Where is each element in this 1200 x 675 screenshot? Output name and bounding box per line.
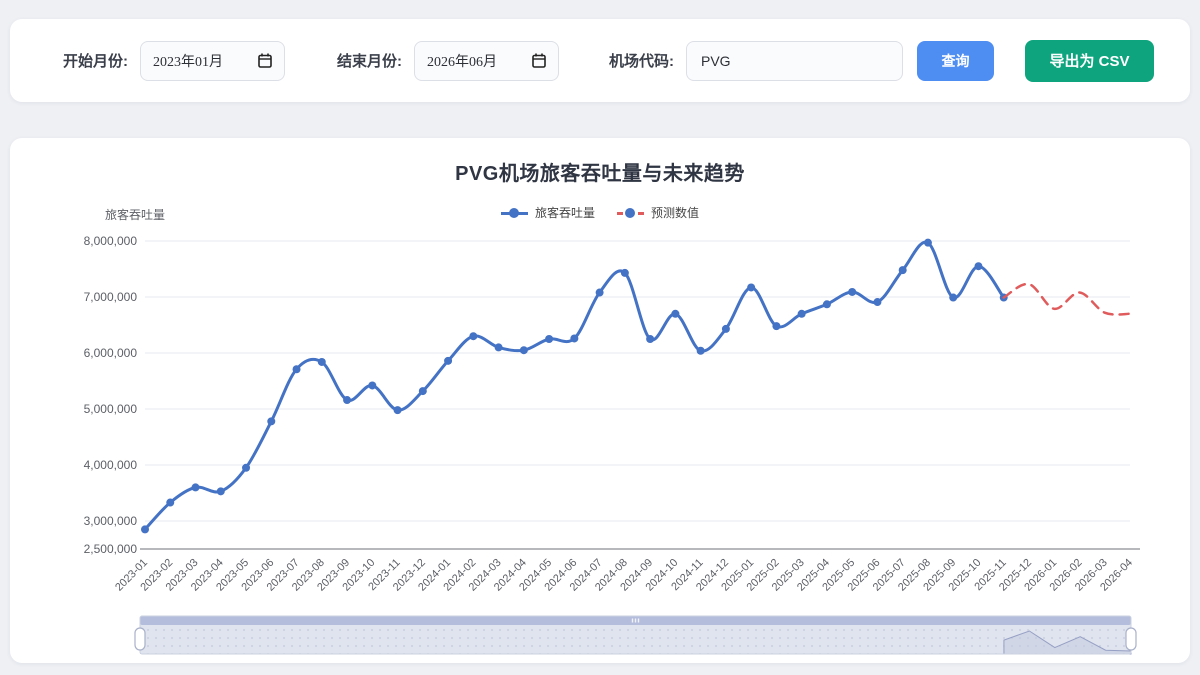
y-axis-name: 旅客吞吐量 [105, 207, 165, 222]
filter-toolbar: 开始月份: 2023年01月 结束月份: 2026年06月 机场代码: 查询 导… [10, 19, 1190, 102]
slider-right-handle[interactable] [1125, 627, 1137, 651]
calendar-icon[interactable] [258, 53, 272, 68]
actual-series-marker-icon [500, 207, 528, 218]
data-point[interactable] [595, 288, 604, 297]
data-point[interactable] [216, 487, 225, 496]
drag-grip-icon [631, 618, 634, 623]
forecast-series-marker-icon [617, 207, 644, 218]
data-point[interactable] [671, 309, 680, 318]
data-point[interactable] [317, 357, 326, 366]
end-month-input[interactable]: 2026年06月 [414, 40, 559, 81]
data-point[interactable] [873, 298, 882, 307]
legend-label-forecast: 预测数值 [651, 206, 700, 220]
start-month-label: 开始月份: [63, 53, 128, 70]
data-point[interactable] [848, 287, 857, 296]
slider-left-handle[interactable] [134, 627, 146, 651]
y-tick-label: 6,000,000 [84, 346, 138, 360]
data-point[interactable] [797, 309, 806, 318]
data-point[interactable] [519, 346, 528, 355]
drag-grip-icon [637, 618, 640, 623]
drag-grip-icon [634, 618, 637, 623]
y-tick-label: 5,000,000 [84, 402, 138, 416]
data-point[interactable] [949, 293, 958, 302]
datazoom-slider[interactable] [10, 612, 1190, 658]
y-tick-label: 4,000,000 [84, 458, 138, 472]
line-chart-plot[interactable]: 2,500,000 3,000,000 4,000,000 5,000,000 6,00… [10, 190, 1190, 618]
start-month-input[interactable]: 2023年01月 [140, 40, 285, 81]
data-point[interactable] [620, 268, 629, 277]
y-tick-label: 7,000,000 [84, 290, 138, 304]
end-month-value: 2026年06月 [427, 54, 497, 70]
data-point[interactable] [368, 381, 377, 390]
data-point[interactable] [570, 334, 579, 343]
data-point[interactable] [721, 324, 730, 333]
data-point[interactable] [267, 417, 276, 426]
legend-item-forecast[interactable]: 预测数值 [617, 204, 699, 221]
data-point[interactable] [393, 406, 402, 415]
chart-title: PVG机场旅客吞吐量与未来趋势 [455, 163, 745, 185]
airport-code-label: 机场代码: [609, 53, 674, 70]
data-point[interactable] [974, 262, 983, 271]
calendar-icon[interactable] [532, 53, 546, 68]
data-point[interactable] [343, 396, 352, 405]
export-csv-button[interactable]: 导出为 CSV [1025, 39, 1154, 82]
y-tick-label: 8,000,000 [84, 234, 138, 248]
data-point[interactable] [747, 283, 756, 292]
data-point[interactable] [646, 335, 655, 343]
data-point[interactable] [242, 463, 251, 472]
data-point[interactable] [494, 343, 503, 352]
data-point[interactable] [191, 483, 200, 492]
data-point[interactable] [822, 300, 831, 309]
chart-panel: PVG机场旅客吞吐量与未来趋势 旅客吞吐量 预测数值 2,500,000 3,00… [10, 138, 1190, 663]
data-point[interactable] [545, 335, 554, 343]
forecast-series-line[interactable] [1002, 282, 1132, 316]
slider-texture [140, 625, 1131, 654]
data-point[interactable] [898, 266, 907, 275]
legend-item-actual[interactable]: 旅客吞吐量 [500, 204, 595, 221]
data-point[interactable] [292, 365, 301, 374]
y-tick-label: 2,500,000 [84, 542, 138, 556]
start-month-value: 2023年01月 [153, 54, 223, 70]
data-point[interactable] [444, 356, 453, 365]
data-point[interactable] [469, 332, 478, 341]
legend-label-actual: 旅客吞吐量 [534, 206, 595, 220]
y-tick-label: 3,000,000 [84, 514, 138, 528]
end-month-label: 结束月份: [337, 53, 402, 70]
chart-legend: 旅客吞吐量 预测数值 [10, 204, 1190, 221]
airport-code-input[interactable] [686, 40, 903, 81]
actual-series-line[interactable] [143, 240, 1006, 531]
data-point[interactable] [772, 322, 781, 331]
data-point[interactable] [696, 346, 705, 355]
data-point[interactable] [923, 238, 932, 247]
data-point[interactable] [141, 525, 149, 534]
data-point[interactable] [418, 387, 427, 396]
query-button[interactable]: 查询 [917, 40, 994, 81]
data-point[interactable] [166, 498, 175, 507]
